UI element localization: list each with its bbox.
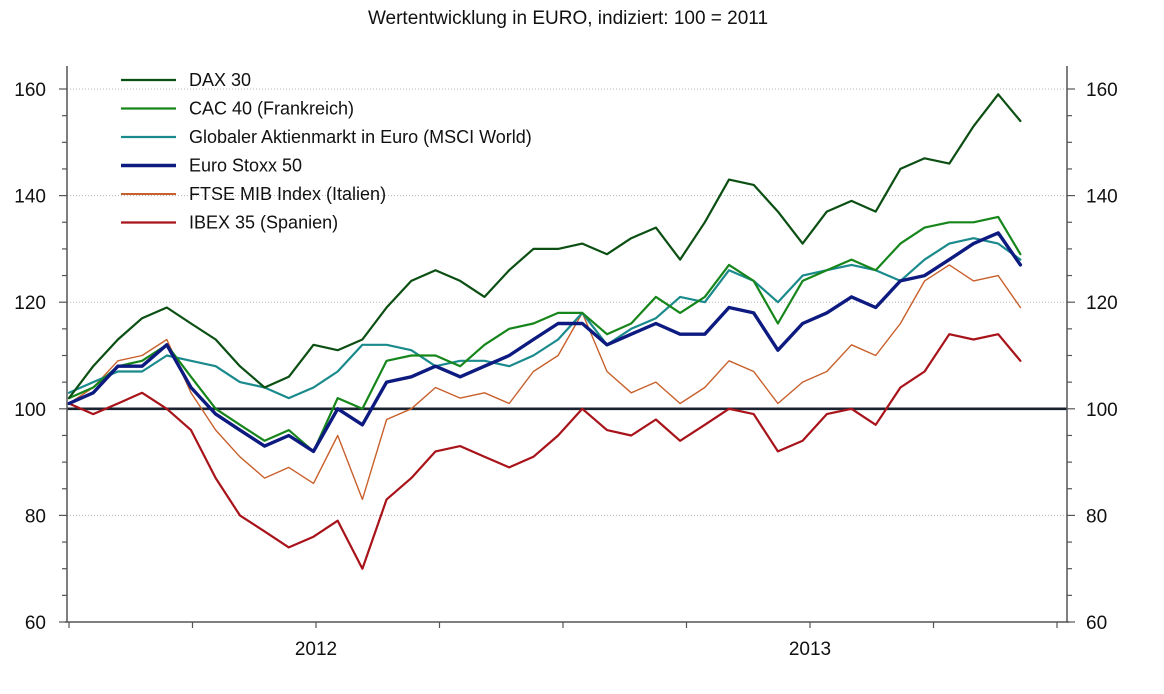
- y-tick-label-right: 120: [1086, 293, 1118, 314]
- x-tick-label: 2012: [295, 639, 337, 660]
- axes: 60 60 80 80 100 100 120 120 140 140 160 160 2012 2013: [14, 66, 1118, 660]
- x-tick-label: 2013: [789, 639, 831, 660]
- legend-label: CAC 40 (Frankreich): [189, 99, 354, 119]
- series-line-ibex-35-spanien: [67, 333, 1022, 570]
- y-tick-label-right: 160: [1086, 80, 1118, 101]
- y-tick-label-right: 60: [1086, 613, 1107, 634]
- y-tick-label-right: 80: [1086, 506, 1107, 527]
- grid-lines: [67, 88, 1067, 516]
- legend-label: Euro Stoxx 50: [189, 156, 302, 176]
- y-tick-label-right: 140: [1086, 187, 1118, 208]
- legend-label: DAX 30: [189, 70, 251, 90]
- y-tick-label-left: 120: [14, 293, 46, 314]
- y-tick-label-left: 140: [14, 187, 46, 208]
- y-tick-label-left: 80: [25, 506, 46, 527]
- legend-label: Globaler Aktienmarkt in Euro (MSCI World…: [189, 127, 532, 147]
- y-tick-label-right: 100: [1086, 400, 1118, 421]
- series-lines: [67, 93, 1023, 570]
- y-tick-label-left: 160: [14, 80, 46, 101]
- y-tick-label-left: 100: [14, 400, 46, 421]
- series-line-euro-stoxx-50: [67, 231, 1023, 454]
- legend-label: IBEX 35 (Spanien): [189, 213, 338, 233]
- series-line-cac-40-frankreich: [67, 215, 1022, 453]
- y-tick-label-left: 60: [25, 613, 46, 634]
- series-line-dax-30: [67, 93, 1022, 400]
- legend: DAX 30 CAC 40 (Frankreich) Globaler Aktien…: [121, 70, 532, 233]
- legend-label: FTSE MIB Index (Italien): [189, 184, 386, 204]
- chart-title: Wertentwicklung in EURO, indiziert: 100 …: [368, 8, 768, 29]
- series-line-ftse-mib-index-italien: [68, 264, 1022, 501]
- series-line-globaler-aktienmarkt-in-euro-msci-world: [67, 237, 1022, 400]
